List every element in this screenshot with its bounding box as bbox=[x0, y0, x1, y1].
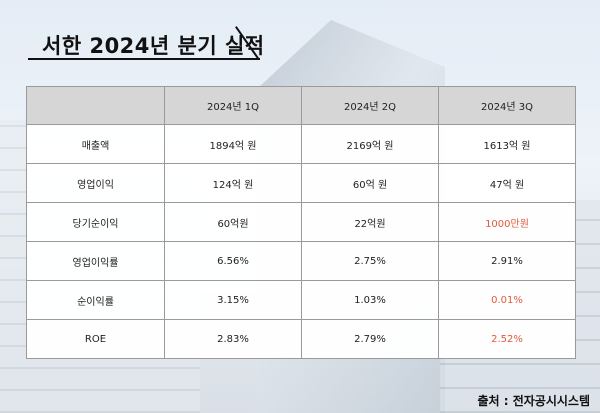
table-row: 당기순이익 60억원 22억원 1000만원 bbox=[26, 202, 576, 242]
table-cell: 1613억 원 bbox=[438, 124, 576, 164]
table-cell: 2.83% bbox=[164, 319, 302, 359]
table-cell: 6.56% bbox=[164, 241, 302, 281]
title-underline bbox=[28, 58, 260, 60]
table-cell: 1894억 원 bbox=[164, 124, 302, 164]
row-label: 매출액 bbox=[26, 124, 165, 164]
page-title: 서한 2024년 분기 실적 bbox=[42, 34, 265, 58]
table-cell: 22억원 bbox=[301, 202, 439, 242]
table-row: 영업이익률 6.56% 2.75% 2.91% bbox=[26, 241, 576, 281]
header-cell-q2: 2024년 2Q bbox=[301, 86, 439, 125]
table-row: 매출액 1894억 원 2169억 원 1613억 원 bbox=[26, 124, 576, 164]
table-cell: 3.15% bbox=[164, 280, 302, 320]
table-cell: 124억 원 bbox=[164, 163, 302, 203]
table-row: 순이익률 3.15% 1.03% 0.01% bbox=[26, 280, 576, 320]
table-cell: 2.75% bbox=[301, 241, 439, 281]
earnings-table: 2024년 1Q 2024년 2Q 2024년 3Q 매출액 1894억 원 216… bbox=[26, 86, 576, 359]
table-cell: 2.79% bbox=[301, 319, 439, 359]
table-cell: 2169억 원 bbox=[301, 124, 439, 164]
source-note: 출처 : 전자공시시스템 bbox=[477, 394, 590, 408]
header-cell-q3: 2024년 3Q bbox=[438, 86, 576, 125]
row-label: 순이익률 bbox=[26, 280, 165, 320]
table-cell: 0.01% bbox=[438, 280, 576, 320]
table-header-row: 2024년 1Q 2024년 2Q 2024년 3Q bbox=[26, 86, 576, 125]
row-label: ROE bbox=[26, 319, 165, 359]
table-cell: 1.03% bbox=[301, 280, 439, 320]
table-cell: 47억 원 bbox=[438, 163, 576, 203]
table-row: 영업이익 124억 원 60억 원 47억 원 bbox=[26, 163, 576, 203]
header-cell-empty bbox=[26, 86, 165, 125]
table-cell: 60억원 bbox=[164, 202, 302, 242]
title-block: 서한 2024년 분기 실적 bbox=[28, 20, 278, 70]
header-cell-q1: 2024년 1Q bbox=[164, 86, 302, 125]
row-label: 영업이익 bbox=[26, 163, 165, 203]
table-cell: 2.91% bbox=[438, 241, 576, 281]
table-row: ROE 2.83% 2.79% 2.52% bbox=[26, 319, 576, 359]
row-label: 당기순이익 bbox=[26, 202, 165, 242]
row-label: 영업이익률 bbox=[26, 241, 165, 281]
table-cell: 60억 원 bbox=[301, 163, 439, 203]
table-cell: 1000만원 bbox=[438, 202, 576, 242]
table-cell: 2.52% bbox=[438, 319, 576, 359]
